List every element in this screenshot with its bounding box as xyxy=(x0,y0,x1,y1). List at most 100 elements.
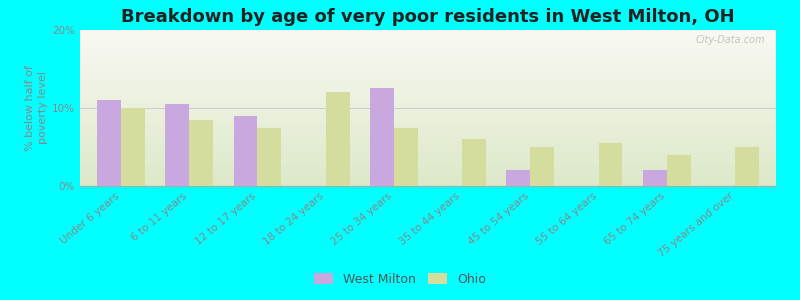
Bar xyxy=(530,147,554,186)
Bar xyxy=(80,178,776,180)
Bar xyxy=(80,114,776,116)
Bar xyxy=(80,103,776,105)
Bar xyxy=(80,100,776,102)
Bar xyxy=(80,60,776,61)
Bar xyxy=(80,69,776,70)
Bar xyxy=(326,92,350,186)
Bar xyxy=(80,146,776,147)
Bar xyxy=(80,56,776,58)
Bar xyxy=(80,85,776,86)
Bar xyxy=(80,39,776,41)
Bar xyxy=(80,183,776,184)
Bar xyxy=(735,147,759,186)
Bar xyxy=(80,166,776,167)
Bar xyxy=(80,164,776,166)
Bar xyxy=(80,30,776,31)
Bar xyxy=(80,142,776,144)
Bar xyxy=(80,139,776,141)
Bar xyxy=(80,72,776,74)
Bar xyxy=(80,91,776,92)
Bar xyxy=(258,128,282,186)
Bar xyxy=(80,180,776,181)
Bar xyxy=(80,99,776,100)
Y-axis label: % below half of
poverty level: % below half of poverty level xyxy=(25,65,48,151)
Bar xyxy=(80,153,776,155)
Bar xyxy=(80,181,776,183)
Bar xyxy=(97,100,121,186)
Bar xyxy=(80,172,776,173)
Bar xyxy=(462,139,486,186)
Bar xyxy=(80,130,776,131)
Bar xyxy=(121,108,145,186)
Bar xyxy=(80,74,776,75)
Bar xyxy=(80,128,776,130)
Bar xyxy=(80,119,776,121)
Bar xyxy=(80,44,776,46)
Bar xyxy=(80,68,776,69)
Bar xyxy=(80,53,776,55)
Bar xyxy=(80,41,776,43)
Bar xyxy=(80,105,776,106)
Bar xyxy=(80,173,776,175)
Bar xyxy=(80,35,776,36)
Bar xyxy=(80,160,776,161)
Bar xyxy=(80,148,776,150)
Bar xyxy=(80,136,776,138)
Bar xyxy=(80,86,776,88)
Bar xyxy=(80,78,776,80)
Bar xyxy=(80,102,776,103)
Bar xyxy=(80,141,776,142)
Bar xyxy=(80,150,776,152)
Bar xyxy=(80,33,776,35)
Bar xyxy=(80,64,776,66)
Bar xyxy=(80,97,776,99)
Bar xyxy=(80,80,776,82)
Bar xyxy=(80,158,776,160)
Bar xyxy=(80,92,776,94)
Bar xyxy=(80,95,776,97)
Bar xyxy=(80,77,776,78)
Bar xyxy=(394,128,418,186)
Bar xyxy=(80,106,776,108)
Text: City-Data.com: City-Data.com xyxy=(696,35,766,45)
Bar xyxy=(80,94,776,95)
Bar xyxy=(80,170,776,172)
Bar xyxy=(80,131,776,133)
Bar xyxy=(80,36,776,38)
Bar xyxy=(80,46,776,47)
Bar xyxy=(80,152,776,153)
Bar xyxy=(80,108,776,110)
Bar xyxy=(80,75,776,77)
Bar xyxy=(80,134,776,136)
Legend: West Milton, Ohio: West Milton, Ohio xyxy=(309,268,491,291)
Bar xyxy=(80,127,776,128)
Bar xyxy=(189,120,213,186)
Bar xyxy=(80,50,776,52)
Bar xyxy=(80,70,776,72)
Bar xyxy=(643,170,667,186)
Bar xyxy=(80,161,776,163)
Bar xyxy=(80,110,776,111)
Bar xyxy=(80,63,776,64)
Bar xyxy=(667,155,690,186)
Bar xyxy=(234,116,258,186)
Bar xyxy=(598,143,622,186)
Bar xyxy=(80,169,776,170)
Bar xyxy=(80,111,776,113)
Bar xyxy=(80,32,776,33)
Bar xyxy=(80,88,776,89)
Title: Breakdown by age of very poor residents in West Milton, OH: Breakdown by age of very poor residents … xyxy=(121,8,735,26)
Bar xyxy=(506,170,530,186)
Bar xyxy=(80,61,776,63)
Bar xyxy=(80,147,776,148)
Bar xyxy=(80,122,776,124)
Bar xyxy=(80,138,776,139)
Bar xyxy=(80,155,776,156)
Bar xyxy=(80,49,776,50)
Bar xyxy=(80,124,776,125)
Bar xyxy=(80,125,776,127)
Bar xyxy=(80,47,776,49)
Bar xyxy=(80,144,776,146)
Bar xyxy=(80,121,776,122)
Bar xyxy=(80,66,776,68)
